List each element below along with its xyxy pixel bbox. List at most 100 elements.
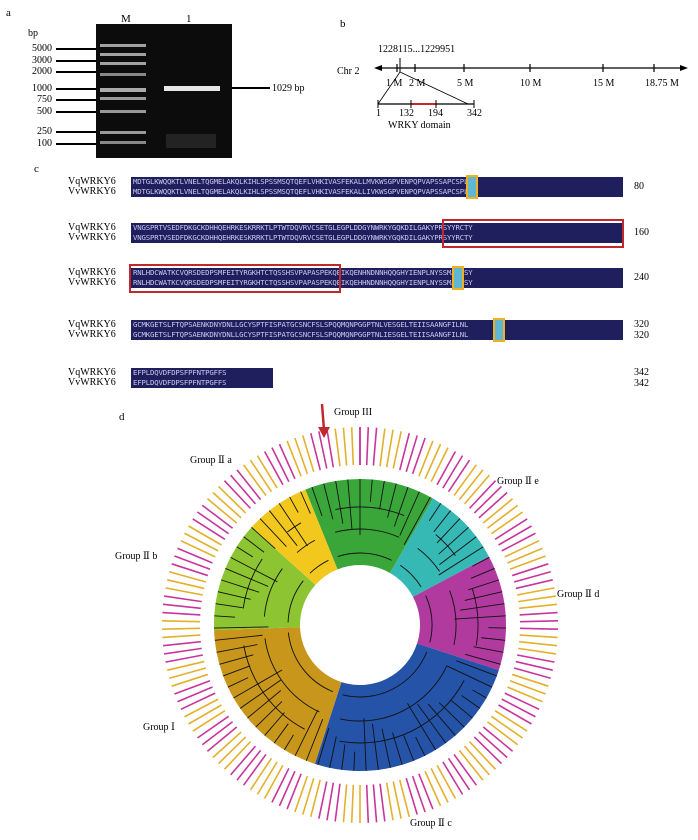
tip-label [162,634,201,639]
marker-500: 500 [37,106,52,117]
tip-label [177,686,213,703]
tip-label [411,437,426,475]
seq-name: VvWRKY6 [68,186,116,197]
seq-row: MDTGLKWQQKTLVNELTQGMELAKQLKIHLSPSSMSQTQE… [131,187,623,197]
tip-label [162,627,201,630]
branch [273,723,289,744]
tip-label [424,443,442,480]
tip-label [184,698,219,718]
branch [294,709,319,756]
tip-label [498,704,532,725]
marker-2000: 2000 [32,66,52,77]
tip-label [192,518,226,540]
branch-arc [339,680,465,744]
branch-arc [449,590,457,646]
snp-highlight [466,175,478,199]
seq-position: 320 [634,330,649,341]
branch [399,491,420,536]
branch-arc [435,534,456,556]
tip-label [473,736,503,765]
ladder-band [100,131,146,134]
gel-image [96,24,232,158]
panel-d-label: d [119,411,125,423]
seq-position: 80 [634,181,644,192]
branch [438,526,469,555]
branch-arc [309,559,329,574]
tip-label [482,726,514,752]
tip-label [201,721,234,746]
seq-position: 320 [634,319,649,330]
tip-label [350,784,355,823]
chromosome-map [374,58,688,108]
tip-label [468,480,497,509]
branch-arc [335,528,400,538]
tip-label [230,745,257,776]
group-label-i: Group Ⅰ [143,722,176,733]
tip-label [430,767,449,803]
tip-label [509,555,546,570]
tip-label [519,620,558,623]
branch [438,546,484,576]
seq-row: MDTGLKWQQKTLVNELTQGMELAKQLKIHLSPSSMSQTQE… [131,177,623,187]
band-pointer [232,87,270,89]
tip-label [192,710,226,732]
clade-sector [390,498,489,597]
tip-label [486,504,519,529]
tip-label [486,721,519,746]
wrky-domain-label: WRKY domain [388,120,451,131]
branch [428,503,442,521]
tip-label [171,563,209,577]
tip-label [507,547,543,564]
tip-label [196,715,230,739]
clade-sector [305,479,433,574]
branch [415,736,426,756]
tip-label [162,620,201,623]
branch-arc [287,580,304,623]
branch-arc [417,547,440,572]
branch [259,518,287,547]
tip-label [271,447,290,483]
seq-name: VqWRKY6 [68,367,116,378]
ladder-band [100,44,146,47]
branch-arc [400,564,422,588]
branch [447,665,493,688]
tip-label [334,783,341,822]
branch [221,579,260,593]
tip-label [405,777,418,815]
tip-label [165,654,203,663]
tip-label [518,595,556,603]
branch [264,712,285,736]
branch [438,702,465,728]
tip-label [171,673,209,687]
tip-label [302,777,315,815]
branch [407,703,437,751]
tip-label [163,603,201,610]
tip-label [458,469,484,501]
branch [305,718,324,761]
tip-label [511,563,549,577]
seq-row: RNLHDCWATKCVQRSDEDPSMFEITYRGKHTCTQSSHSVP… [131,268,623,278]
tip-label [379,783,386,822]
seq-row: GCMKGETSLFTQPSAENKDNYDNLLGCYSPTFISPATGCS… [131,320,623,330]
tip-label [490,511,524,535]
tip-label [174,680,211,695]
seq-row: EFPLDQVDFDPSFPFNTPGFFS [131,378,273,388]
tip-label [405,435,418,473]
tip-label [515,579,553,590]
branch [268,510,298,546]
branch [439,536,477,566]
tip-label [511,673,549,687]
branch [472,689,487,699]
marker-pointers [56,48,96,145]
branch [214,615,236,618]
tip-label [286,440,302,477]
seq-name: VqWRKY6 [68,319,116,330]
tip-label [494,518,528,540]
seq-name: VqWRKY6 [68,222,116,233]
tip-label [184,532,219,552]
tip-label [350,427,355,466]
seq-row: VNGSPRTVSEDFDKGCKDHHQEHRKESKRRKTLPTWTDQV… [131,223,623,233]
ladder-band [100,53,146,56]
tip-label [385,782,394,821]
branch [473,646,504,653]
